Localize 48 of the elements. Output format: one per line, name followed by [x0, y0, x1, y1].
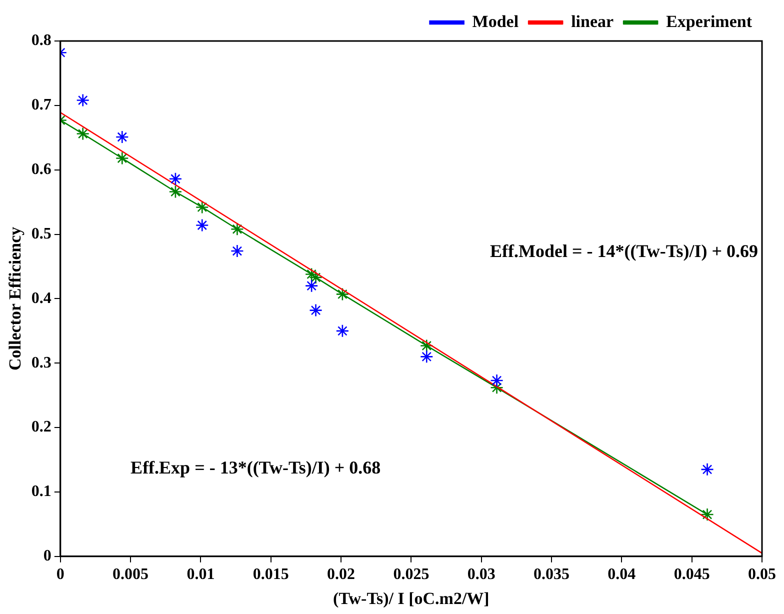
x-tick-label: 0.05 [748, 566, 776, 584]
point [700, 508, 714, 522]
point [490, 380, 504, 394]
point [168, 172, 182, 186]
legend-label: Model [472, 12, 519, 31]
x-tick-label: 0.015 [252, 566, 289, 584]
x-tick-label: 0.02 [327, 566, 356, 584]
x-tick-label: 0.025 [393, 566, 430, 584]
point [490, 374, 504, 388]
annotation: Eff.Model = - 14*((Tw-Ts)/I) + 0.69 [490, 240, 758, 261]
point [195, 218, 209, 232]
annotation: Eff.Exp = - 13*((Tw-Ts)/I) + 0.68 [130, 457, 381, 478]
legend-label: Experiment [666, 12, 752, 31]
x-tick-label: 0.01 [186, 566, 215, 584]
point [195, 200, 209, 214]
point [230, 244, 244, 258]
point [336, 288, 350, 301]
y-tick-label: 0.5 [31, 225, 52, 242]
point [309, 304, 322, 317]
y-axis-title: Collector Efficiency [6, 226, 25, 371]
y-tick-label: 0 [43, 548, 52, 565]
point [76, 94, 90, 107]
point [230, 222, 244, 236]
x-tick-label: 0.005 [112, 566, 149, 584]
point [700, 462, 714, 476]
point [168, 185, 182, 198]
y-tick-label: 0.2 [31, 418, 52, 436]
x-tick-label: 0.045 [674, 566, 710, 584]
x-tick-label: 0 [56, 566, 64, 584]
point [304, 268, 318, 281]
x-axis-title: (Tw-Ts)/ I [oC.m2/W] [333, 589, 490, 608]
point [304, 279, 318, 292]
point [336, 324, 350, 338]
x-tick-label: 0.04 [608, 566, 636, 584]
y-tick-label: 0.7 [31, 96, 52, 114]
point [76, 127, 90, 140]
x-tick-label: 0.03 [467, 566, 496, 584]
point [115, 130, 129, 144]
point [115, 152, 129, 165]
point [420, 350, 434, 364]
y-tick-label: 0.8 [31, 32, 52, 50]
y-tick-label: 0.6 [31, 160, 52, 178]
x-tick-label: 0.035 [534, 566, 570, 584]
y-tick-label: 0.3 [31, 354, 52, 372]
y-tick-label: 0.4 [31, 290, 52, 307]
legend-label: linear [571, 12, 614, 31]
y-tick-label: 0.1 [31, 483, 52, 500]
point [420, 339, 434, 352]
